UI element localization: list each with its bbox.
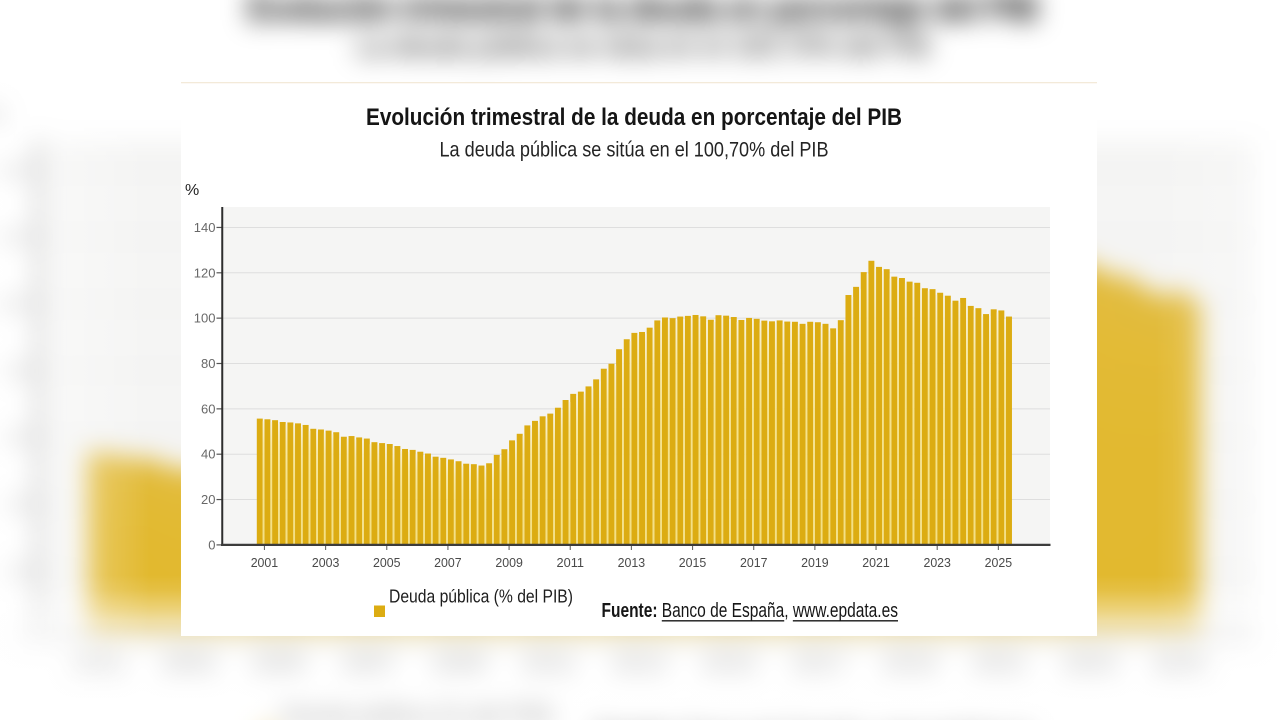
svg-text:2025: 2025	[985, 555, 1013, 570]
svg-text:www.epdata.es: www.epdata.es	[792, 600, 898, 622]
svg-text:60: 60	[201, 401, 215, 416]
svg-text:2019: 2019	[801, 555, 829, 570]
svg-text:0: 0	[208, 537, 215, 552]
svg-text:2023: 2023	[923, 555, 951, 570]
svg-text:20: 20	[201, 492, 215, 507]
svg-text:2005: 2005	[373, 555, 401, 570]
svg-text:140: 140	[194, 220, 216, 235]
svg-text:80: 80	[201, 356, 215, 371]
svg-text:2009: 2009	[495, 555, 522, 570]
svg-text:120: 120	[194, 265, 216, 280]
svg-text:Fuente:: Fuente:	[602, 600, 658, 622]
svg-text:%: %	[185, 182, 199, 199]
svg-text:2011: 2011	[557, 555, 585, 570]
svg-text:2001: 2001	[251, 555, 279, 570]
svg-text:Banco de España: Banco de España	[662, 600, 785, 622]
svg-text:2013: 2013	[618, 555, 646, 570]
svg-text:La deuda pública se sitúa en e: La deuda pública se sitúa en el 100,70% …	[440, 139, 829, 162]
svg-text:2003: 2003	[312, 555, 340, 570]
svg-text:2007: 2007	[434, 555, 462, 570]
svg-text:Evolución trimestral de la deu: Evolución trimestral de la deuda en porc…	[366, 104, 902, 131]
svg-text:Deuda pública (% del PIB): Deuda pública (% del PIB)	[389, 587, 573, 607]
svg-text:40: 40	[201, 447, 215, 462]
svg-text:100: 100	[194, 311, 216, 326]
svg-text:2021: 2021	[862, 555, 890, 570]
svg-text:2017: 2017	[740, 555, 768, 570]
svg-text:,: ,	[784, 600, 788, 622]
svg-text:2015: 2015	[679, 555, 707, 570]
